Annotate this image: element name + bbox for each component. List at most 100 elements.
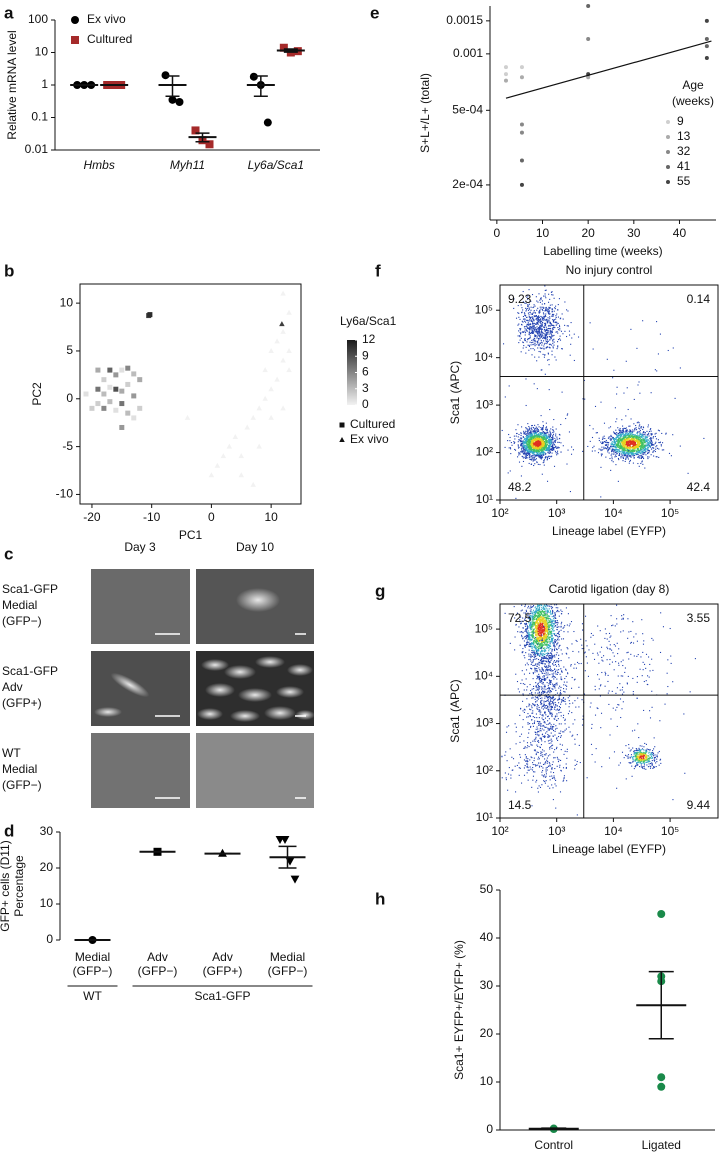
event (552, 294, 554, 296)
event (546, 634, 548, 636)
event (541, 309, 543, 311)
event (528, 289, 530, 291)
event (522, 445, 524, 447)
event (519, 335, 521, 337)
event (612, 448, 614, 450)
event (624, 460, 626, 462)
event (568, 330, 571, 332)
event (543, 444, 545, 446)
event (524, 330, 526, 332)
event (518, 330, 520, 332)
event (617, 439, 619, 441)
event (532, 433, 534, 435)
event (623, 453, 625, 455)
event (626, 439, 629, 441)
event (533, 340, 535, 342)
event (540, 593, 541, 594)
event (545, 633, 547, 636)
event (547, 631, 549, 633)
event (539, 319, 541, 321)
event (636, 450, 638, 452)
event (553, 648, 555, 651)
event (560, 330, 563, 332)
event (642, 451, 644, 453)
event (536, 441, 538, 443)
event (647, 449, 649, 452)
event (611, 456, 613, 458)
legend-label: 55 (677, 174, 691, 188)
event (528, 303, 530, 305)
event (525, 352, 527, 354)
event (635, 424, 637, 427)
event (540, 627, 543, 629)
event (554, 441, 556, 443)
event (614, 456, 616, 458)
event (546, 333, 548, 335)
event (549, 409, 551, 411)
event (528, 439, 530, 441)
event (627, 437, 629, 440)
event (519, 439, 521, 441)
event (538, 350, 540, 353)
event (618, 439, 620, 441)
event (539, 646, 541, 648)
event (657, 439, 659, 441)
event (620, 432, 622, 434)
event (539, 643, 541, 646)
event (628, 451, 630, 453)
event (535, 612, 537, 614)
event (621, 451, 624, 453)
event (524, 446, 526, 448)
event (547, 359, 549, 361)
event (530, 634, 532, 636)
event (670, 455, 672, 457)
event (522, 330, 524, 333)
event (571, 337, 573, 339)
event (520, 450, 522, 453)
event (659, 441, 662, 443)
event (619, 435, 621, 437)
event (530, 344, 532, 346)
event (476, 434, 477, 435)
event (543, 317, 545, 319)
event (633, 436, 635, 438)
event (542, 596, 543, 597)
event (528, 331, 530, 334)
event (538, 332, 540, 334)
event (541, 449, 543, 452)
event (541, 439, 543, 441)
event (532, 606, 534, 608)
event (534, 439, 536, 441)
event (612, 461, 614, 463)
event (619, 434, 621, 436)
event (551, 623, 553, 625)
event (544, 457, 546, 459)
event (526, 327, 528, 329)
event (525, 430, 527, 432)
event (534, 312, 537, 314)
event (629, 455, 631, 457)
event (542, 636, 544, 638)
event (620, 439, 623, 441)
event (650, 440, 652, 442)
event (531, 319, 533, 321)
event (603, 441, 605, 443)
event (539, 333, 541, 335)
event (530, 459, 532, 461)
event (530, 655, 532, 657)
event (645, 451, 647, 453)
event (623, 445, 625, 447)
group-label: Sca1-GFP (194, 989, 250, 1003)
event (535, 436, 537, 438)
event (530, 443, 532, 445)
event (538, 311, 540, 313)
event (519, 328, 521, 330)
event (654, 435, 656, 438)
event (557, 446, 559, 448)
event (638, 455, 640, 457)
event (543, 438, 545, 440)
event (545, 306, 547, 308)
event (538, 335, 540, 337)
point (704, 56, 709, 61)
event (625, 435, 627, 437)
